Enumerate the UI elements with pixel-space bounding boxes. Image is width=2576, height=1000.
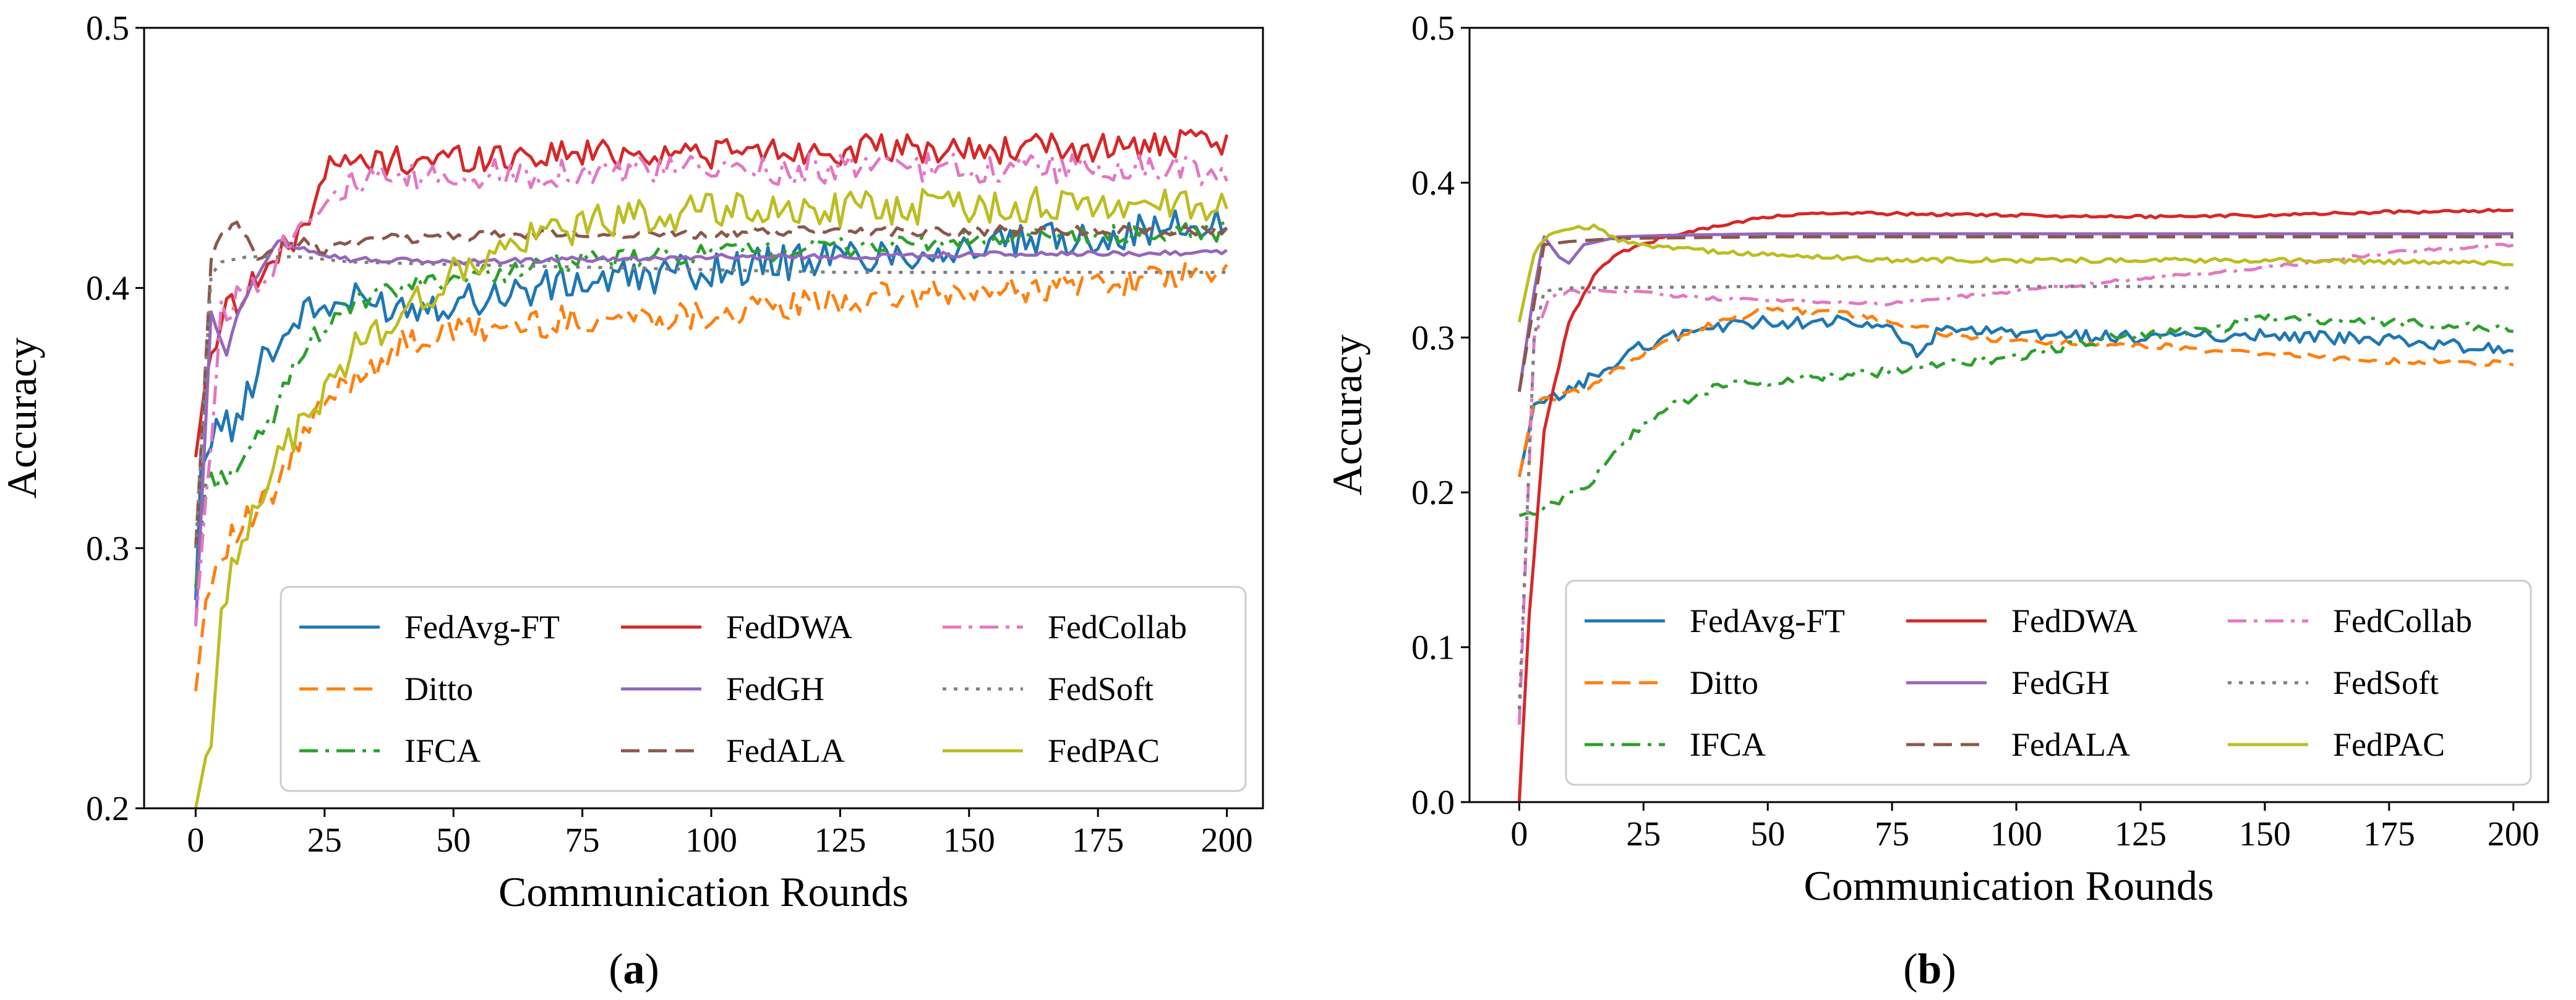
series-group xyxy=(194,129,1229,808)
series-line-fedala xyxy=(1517,235,2514,392)
legend-label-ditto: Ditto xyxy=(404,670,473,707)
legend-label-fedcollab: FedCollab xyxy=(1048,609,1187,646)
caption-open-paren: ( xyxy=(1903,946,1917,993)
series-line-fedala xyxy=(194,220,1228,549)
caption-open-paren: ( xyxy=(609,946,623,993)
y-tick-label: 0.1 xyxy=(1411,629,1455,667)
series-line-ifca xyxy=(1518,312,2514,518)
x-axis-label: Communication Rounds xyxy=(499,868,909,915)
series-line-fedavg-ft xyxy=(1517,314,2514,477)
series-line-feddwa xyxy=(1517,208,2514,802)
legend: FedAvg-FT Ditto IFCA FedDWA FedGH FedALA FedCo… xyxy=(280,586,1247,792)
y-tick-label: 0.2 xyxy=(1411,474,1455,512)
y-tick-label: 0.0 xyxy=(1411,784,1455,822)
x-tick-label: 200 xyxy=(1201,821,1253,860)
x-tick-label: 25 xyxy=(307,821,342,860)
legend-box xyxy=(280,586,1247,792)
legend-label-fedgh: FedGH xyxy=(726,670,824,707)
x-tick-label: 0 xyxy=(1510,815,1528,853)
y-axis-label: Accuracy xyxy=(0,338,45,498)
legend-label-fedpac: FedPAC xyxy=(2333,726,2445,763)
series-line-fedsoft xyxy=(1517,284,2514,709)
y-tick-label: 0.4 xyxy=(1411,164,1455,202)
panel-caption: (b) xyxy=(1903,946,1956,993)
x-tick-label: 75 xyxy=(565,821,600,860)
caption-close-paren: ) xyxy=(1941,946,1956,993)
legend-label-feddwa: FedDWA xyxy=(726,609,852,646)
series-line-fedcollab xyxy=(194,152,1228,626)
series-line-ifca xyxy=(194,220,1228,588)
y-tick-label: 0.5 xyxy=(86,9,129,48)
plot-frame xyxy=(1468,27,2549,803)
legend-label-fedpac: FedPAC xyxy=(1048,732,1160,769)
series-line-ditto xyxy=(1517,306,2514,477)
y-tick-label: 0.4 xyxy=(86,270,129,308)
series-line-fedgh xyxy=(1517,232,2514,392)
x-tick-label: 200 xyxy=(2488,815,2540,853)
x-tick-label: 100 xyxy=(685,821,737,860)
legend-label-fedgh: FedGH xyxy=(2011,664,2110,701)
legend-label-fedavg-ft: FedAvg-FT xyxy=(1690,602,1845,639)
series-line-fedcollab xyxy=(1517,242,2514,725)
legend-label-fedala: FedALA xyxy=(726,732,845,769)
x-tick-label: 175 xyxy=(2363,815,2415,853)
x-tick-label: 75 xyxy=(1875,815,1909,853)
legend-label-ifca: IFCA xyxy=(1690,726,1766,763)
series-line-ditto xyxy=(194,260,1228,691)
chart-panel-a: 0 25 50 75 100 125 150 175 200 0.2 0.3 0.4 0.5 Commun… xyxy=(0,9,1264,993)
y-tick-label: 0.3 xyxy=(86,529,129,568)
series-line-fedpac xyxy=(194,186,1228,808)
series-group xyxy=(1517,208,2514,802)
x-tick-label: 125 xyxy=(814,821,866,860)
legend: FedAvg-FT Ditto IFCA FedDWA FedGH FedALA FedCo… xyxy=(1565,579,2532,786)
chart-panel-b: 0 25 50 75 100 125 150 175 200 0.0 0.1 0.2 0.3 0.4 0.5… xyxy=(1324,9,2549,993)
caption-letter: b xyxy=(1918,946,1942,993)
x-tick-label: 0 xyxy=(187,821,204,860)
legend-label-fedcollab: FedCollab xyxy=(2333,602,2472,639)
legend-box xyxy=(1565,579,2532,786)
x-tick-label: 50 xyxy=(436,821,471,860)
x-tick-label: 50 xyxy=(1750,815,1785,853)
x-tick-label: 150 xyxy=(943,821,995,860)
panel-caption: (a) xyxy=(609,946,659,993)
series-line-fedpac xyxy=(1517,223,2514,323)
x-tick-label: 175 xyxy=(1072,821,1124,860)
legend-label-feddwa: FedDWA xyxy=(2011,602,2137,639)
legend-label-fedala: FedALA xyxy=(2011,726,2130,763)
legend-label-fedavg-ft: FedAvg-FT xyxy=(404,609,560,646)
x-axis-label: Communication Rounds xyxy=(1804,862,2214,909)
legend-label-ditto: Ditto xyxy=(1690,664,1758,701)
caption-close-paren: ) xyxy=(645,946,659,993)
y-axis-label: Accuracy xyxy=(1324,335,1371,495)
legend-label-ifca: IFCA xyxy=(404,732,481,769)
plot-frame xyxy=(143,27,1264,810)
y-tick-label: 0.5 xyxy=(1411,9,1455,48)
x-tick-label: 100 xyxy=(1990,815,2042,853)
series-line-feddwa xyxy=(194,129,1229,458)
x-tick-label: 25 xyxy=(1626,815,1661,853)
caption-letter: a xyxy=(623,946,645,993)
legend-label-fedsoft: FedSoft xyxy=(1048,670,1153,707)
legend-label-fedsoft: FedSoft xyxy=(2333,664,2439,701)
x-tick-label: 150 xyxy=(2239,815,2291,853)
y-tick-label: 0.3 xyxy=(1411,319,1455,357)
x-tick-label: 125 xyxy=(2115,815,2167,853)
series-line-fedgh xyxy=(194,238,1228,626)
y-tick-label: 0.2 xyxy=(86,790,129,828)
series-line-fedsoft xyxy=(194,255,1227,549)
